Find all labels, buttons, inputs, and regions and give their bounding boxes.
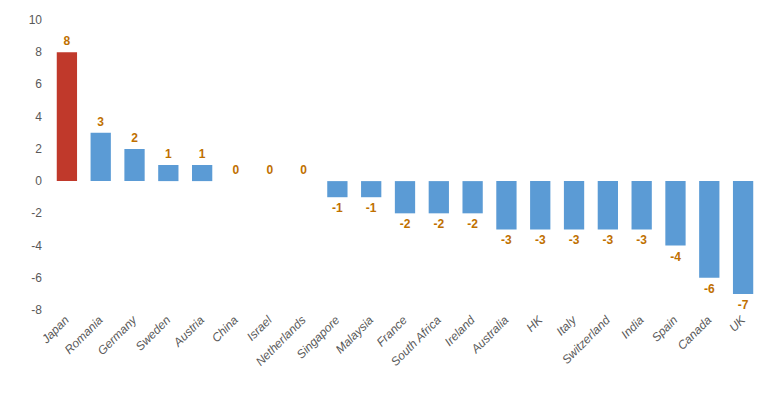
svg-text:-6: -6 [704,282,715,296]
svg-text:Romania: Romania [61,313,106,357]
svg-text:Italy: Italy [554,312,580,338]
svg-text:8: 8 [64,34,71,48]
svg-text:South Africa: South Africa [388,313,444,369]
svg-text:Switzerland: Switzerland [559,313,613,367]
svg-text:-2: -2 [31,206,42,220]
svg-text:-4: -4 [31,239,42,253]
svg-text:Austria: Austria [170,313,207,350]
svg-text:0: 0 [300,163,307,177]
svg-text:-3: -3 [636,233,647,247]
svg-text:Spain: Spain [649,313,681,345]
svg-text:Sweden: Sweden [133,313,174,354]
svg-text:Canada: Canada [675,313,715,353]
svg-text:3: 3 [97,115,104,129]
svg-text:-3: -3 [569,233,580,247]
svg-text:Malaysia: Malaysia [333,313,377,357]
svg-text:1: 1 [165,147,172,161]
svg-text:1: 1 [199,147,206,161]
svg-text:Germany: Germany [95,312,140,357]
svg-text:-4: -4 [670,250,681,264]
svg-text:-3: -3 [535,233,546,247]
svg-text:France: France [373,313,410,350]
svg-text:4: 4 [35,110,42,124]
svg-text:Australia: Australia [468,313,512,357]
svg-text:-6: -6 [31,271,42,285]
svg-text:-2: -2 [433,217,444,231]
svg-text:HK: HK [524,312,546,334]
svg-text:-1: -1 [366,201,377,215]
svg-text:0: 0 [266,163,273,177]
svg-text:0: 0 [35,174,42,188]
svg-text:-2: -2 [400,217,411,231]
svg-text:-7: -7 [738,298,749,312]
svg-text:Ireland: Ireland [441,313,478,349]
svg-text:China: China [209,313,241,345]
svg-text:2: 2 [131,131,138,145]
svg-text:Singapore: Singapore [294,313,343,362]
svg-text:2: 2 [35,142,42,156]
svg-text:Japan: Japan [38,313,72,346]
svg-text:-1: -1 [332,201,343,215]
svg-text:8: 8 [35,45,42,59]
svg-text:-2: -2 [467,217,478,231]
svg-text:-3: -3 [603,233,614,247]
svg-text:6: 6 [35,77,42,91]
svg-text:Netherlands: Netherlands [253,313,309,369]
svg-text:India: India [618,313,647,342]
svg-text:UK: UK [726,312,748,334]
svg-text:0: 0 [233,163,240,177]
svg-text:Israel: Israel [244,313,275,344]
svg-text:-3: -3 [501,233,512,247]
svg-text:-8: -8 [31,303,42,317]
svg-text:10: 10 [29,13,43,27]
